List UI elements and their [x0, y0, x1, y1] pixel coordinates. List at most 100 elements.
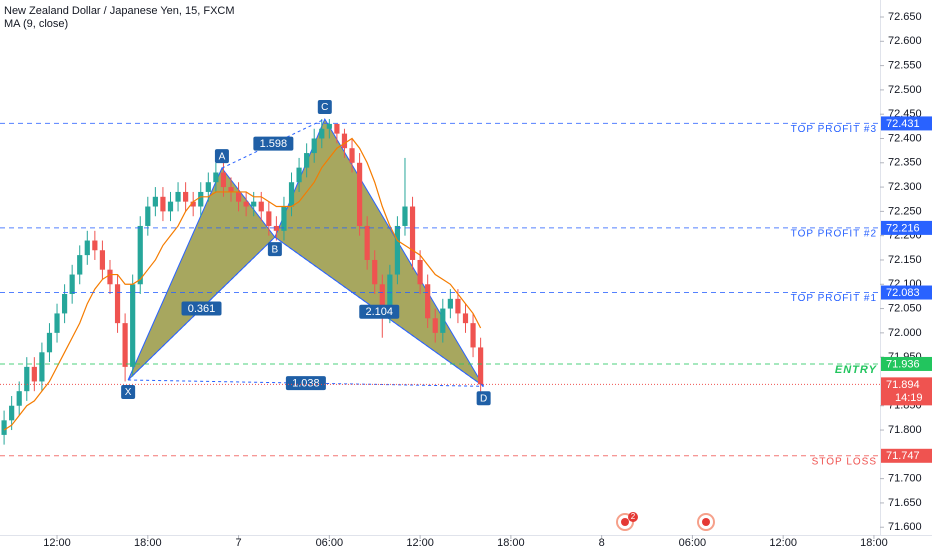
- event-badge-bg: [628, 512, 638, 522]
- candle-body: [31, 366, 37, 382]
- candle-body: [1, 420, 7, 435]
- candle-body: [304, 153, 310, 168]
- x-tick-label: 06:00: [316, 537, 344, 549]
- candle-body: [152, 196, 158, 207]
- y-tick-label: 72.600: [888, 35, 922, 47]
- y-tick-label: 72.150: [888, 254, 922, 266]
- candle-body: [440, 308, 446, 333]
- point-label: D: [480, 393, 487, 404]
- candle-body: [39, 352, 45, 382]
- last-price-box: [881, 377, 932, 406]
- ratio-label: 1.598: [260, 138, 288, 150]
- candle-body: [251, 201, 257, 207]
- x-tick-label: 12:00: [406, 537, 434, 549]
- x-tick-label: 12:00: [43, 537, 71, 549]
- candle-body: [190, 201, 196, 207]
- indicator-label: MA (9, close): [4, 18, 68, 30]
- candle-body: [281, 206, 287, 231]
- candle-body: [167, 201, 174, 212]
- x-tick-label: 06:00: [679, 537, 707, 549]
- candle-body: [54, 313, 60, 333]
- point-label: B: [272, 244, 279, 255]
- candle-body: [273, 225, 279, 231]
- candle-body: [341, 133, 348, 149]
- y-tick-label: 72.300: [888, 181, 922, 193]
- candle-body: [288, 182, 295, 207]
- y-tick-label: 72.550: [888, 60, 922, 72]
- point-label-bg: [267, 242, 282, 257]
- candle-body: [455, 298, 461, 314]
- candle-body: [213, 172, 219, 183]
- candle-body: [235, 191, 242, 202]
- candle-body: [334, 123, 340, 134]
- point-label-bg: [121, 384, 136, 399]
- candle-body: [220, 172, 227, 188]
- candle-body: [364, 225, 370, 260]
- candle-body: [372, 259, 378, 285]
- candle-body: [394, 225, 401, 275]
- candle-body: [130, 284, 136, 367]
- ratio-label: 2.104: [365, 306, 393, 318]
- candle-body: [311, 138, 317, 154]
- point-label-bg: [214, 149, 229, 164]
- y-tick-label: 72.000: [888, 327, 922, 339]
- level-label: ENTRY: [835, 364, 878, 376]
- candle-body: [379, 284, 385, 314]
- ratio-label: 0.361: [188, 303, 216, 315]
- candle-body: [266, 211, 272, 226]
- y-tick-label: 72.350: [888, 157, 922, 169]
- candle-body: [99, 250, 106, 270]
- candle-body: [319, 128, 325, 139]
- level-axis-label: 71.936: [886, 358, 920, 370]
- candle-body: [24, 366, 30, 392]
- level-axis-label: 71.747: [886, 450, 920, 462]
- x-tick-label: 7: [236, 537, 242, 549]
- y-tick-label: 72.050: [888, 302, 922, 314]
- candle-body: [198, 191, 204, 207]
- event-icon-core: [702, 518, 710, 526]
- ratio-label-bg: [285, 376, 326, 391]
- candle-body: [175, 191, 181, 202]
- level-axis-label: 72.216: [886, 222, 920, 234]
- level-axis-box: [881, 116, 932, 131]
- chart-title: New Zealand Dollar / Japanese Yen, 15, F…: [4, 5, 235, 17]
- countdown-label: 14:19: [895, 392, 923, 404]
- candle-body: [77, 255, 83, 275]
- level-axis-box: [881, 285, 932, 300]
- candle-body: [16, 391, 22, 406]
- y-tick-label: 72.500: [888, 84, 922, 96]
- candle-body: [447, 298, 453, 309]
- ma-line: [3, 137, 482, 431]
- point-label: X: [125, 387, 132, 398]
- candle-body: [145, 206, 151, 226]
- candle-body: [349, 148, 355, 163]
- level-axis-box: [881, 448, 932, 463]
- ratio-label-bg: [181, 301, 222, 316]
- candle-body: [107, 269, 113, 285]
- candle-body: [114, 284, 121, 324]
- x-tick-label: 18:00: [134, 537, 162, 549]
- y-tick-label: 71.700: [888, 473, 922, 485]
- event-icon-core: [621, 518, 629, 526]
- x-tick-label: 18:00: [497, 537, 525, 549]
- y-tick-label: 71.650: [888, 497, 922, 509]
- point-label: C: [321, 102, 328, 113]
- candle-body: [183, 191, 189, 202]
- candle-body: [160, 196, 166, 212]
- event-icons[interactable]: 2: [616, 512, 715, 531]
- level-axis-label: 72.431: [886, 118, 920, 130]
- x-tick-label: 18:00: [860, 537, 888, 549]
- candle-body: [122, 323, 128, 367]
- level-label: TOP PROFIT #3: [791, 124, 877, 135]
- level-label: TOP PROFIT #2: [791, 229, 877, 240]
- y-tick-label: 72.400: [888, 132, 922, 144]
- event-badge: 2: [631, 512, 636, 521]
- candle-body: [425, 284, 431, 319]
- ratio-label-bg: [359, 304, 400, 319]
- candle-body: [409, 206, 416, 260]
- y-tick-label: 72.650: [888, 11, 922, 23]
- candle-body: [61, 293, 68, 314]
- candle-body: [326, 123, 332, 129]
